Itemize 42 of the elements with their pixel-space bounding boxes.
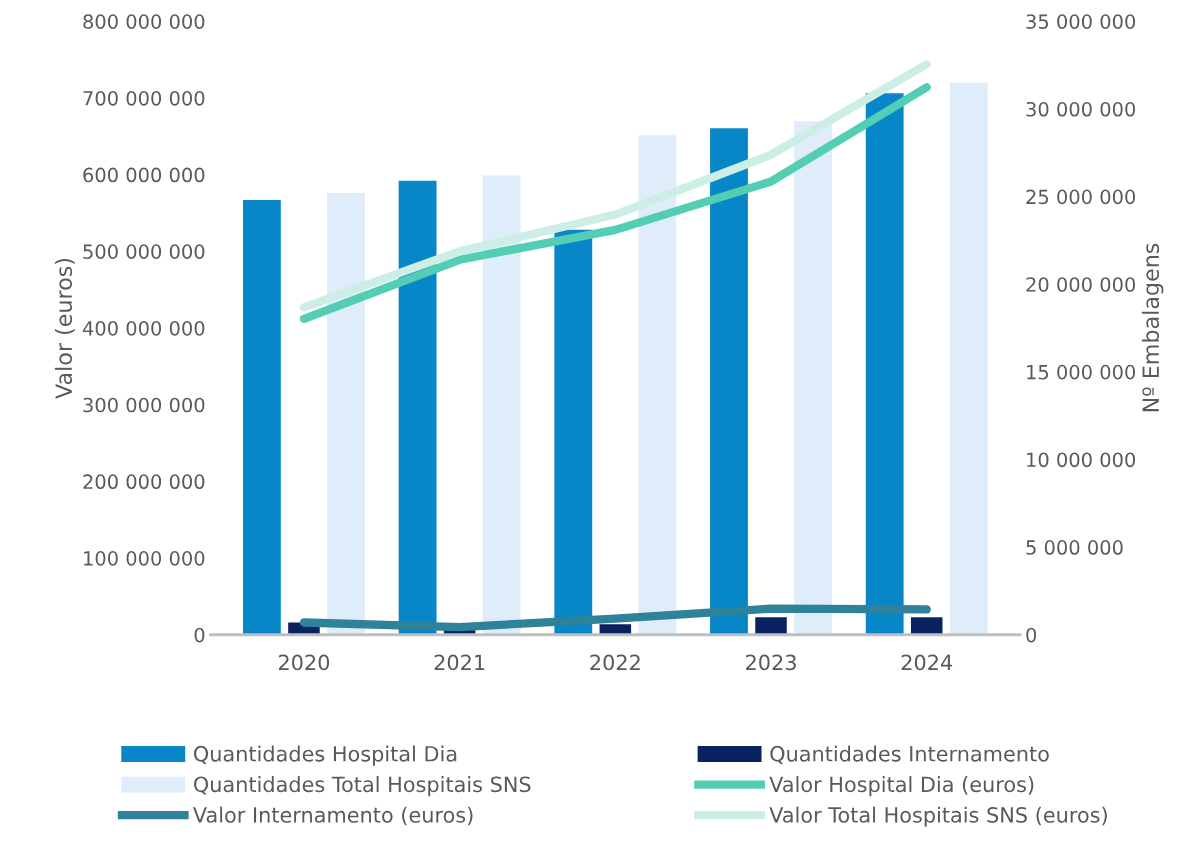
bar: [554, 229, 593, 635]
legend-label: Valor Internamento (euros): [193, 806, 473, 826]
y-tick-label: 0: [194, 627, 205, 643]
y2-tick-label: 30 000 000: [1026, 101, 1136, 117]
x-tick-label: 2021: [434, 654, 485, 671]
bar: [710, 128, 748, 635]
bar: [242, 200, 281, 635]
y-tick-label: 100 000 000: [84, 551, 205, 566]
legend-label: Valor Total Hospitais SNS (euros): [769, 806, 1107, 827]
bar: [910, 617, 943, 635]
y-tick-label: 500 000 000: [83, 244, 205, 259]
bar: [638, 135, 677, 635]
y-tick-label: 800 000 000: [83, 14, 205, 29]
y2-tick-label: 20 000 000: [1026, 277, 1136, 292]
y-axis-title: Valor (euros): [54, 258, 75, 399]
legend-label: Quantidades Total Hospitais SNS: [194, 776, 531, 797]
y-tick-label: 300 000 000: [83, 397, 205, 413]
bar: [327, 193, 365, 635]
bar: [794, 121, 832, 635]
bar: [482, 175, 521, 635]
y-tick-label: 700 000 000: [83, 90, 205, 106]
bar: [949, 82, 988, 635]
bar: [755, 617, 787, 635]
legend-label: Quantidades Internamento: [770, 745, 1049, 765]
x-tick-label: 2023: [746, 654, 796, 671]
x-tick-label: 2022: [590, 654, 640, 671]
legend-label: Quantidades Hospital Dia: [194, 745, 457, 766]
y2-axis-title: Nº Embalagens: [1141, 243, 1164, 412]
y-tick-label: 400 000 000: [82, 320, 205, 336]
bar: [865, 93, 904, 635]
y2-tick-label: 10 000 000: [1027, 452, 1136, 468]
y-tick-label: 200 000 000: [83, 474, 205, 490]
y2-tick-label: 25 000 000: [1026, 189, 1136, 205]
x-tick-label: 2024: [901, 654, 953, 671]
legend-label: Valor Hospital Dia (euros): [769, 776, 1034, 797]
y2-tick-label: 35 000 000: [1026, 14, 1136, 29]
bar: [398, 180, 437, 635]
y2-tick-label: 15 000 000: [1027, 364, 1136, 380]
y2-tick-label: 0: [1026, 627, 1037, 643]
x-tick-label: 2020: [278, 654, 330, 671]
y-tick-label: 600 000 000: [83, 167, 205, 183]
y2-tick-label: 5 000 000: [1026, 540, 1123, 555]
